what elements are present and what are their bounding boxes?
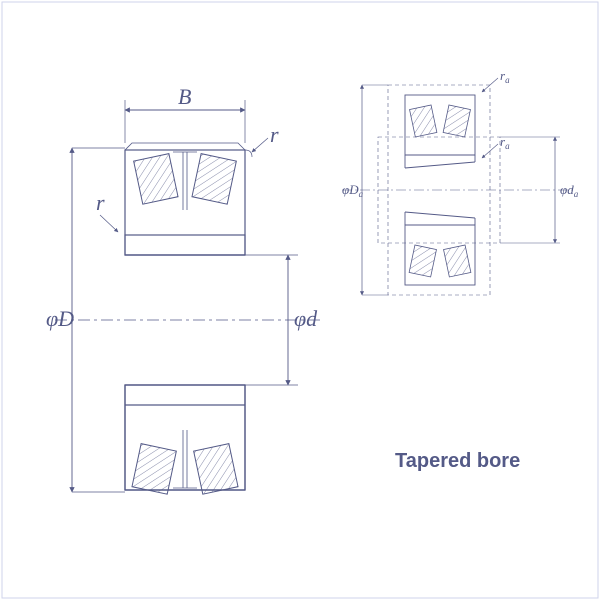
label-d: φd xyxy=(294,306,318,331)
caption-text: Tapered bore xyxy=(395,450,520,473)
label-D: φD xyxy=(46,306,74,331)
left-diagram: B r r φD φd xyxy=(46,84,320,494)
bearing-drawing: B r r φD φd xyxy=(0,0,600,600)
label-B: B xyxy=(178,84,191,109)
diagram-page: B r r φD φd xyxy=(0,0,600,600)
page-border xyxy=(2,2,598,598)
label-ra-mid: ra xyxy=(500,134,510,151)
label-r-side: r xyxy=(96,190,105,215)
label-ra-top: ra xyxy=(500,68,510,85)
label-Da: φDa xyxy=(342,182,364,199)
label-r-top: r xyxy=(270,122,279,147)
label-da: φda xyxy=(560,182,579,199)
right-diagram: ra ra φDa φda xyxy=(342,68,579,295)
